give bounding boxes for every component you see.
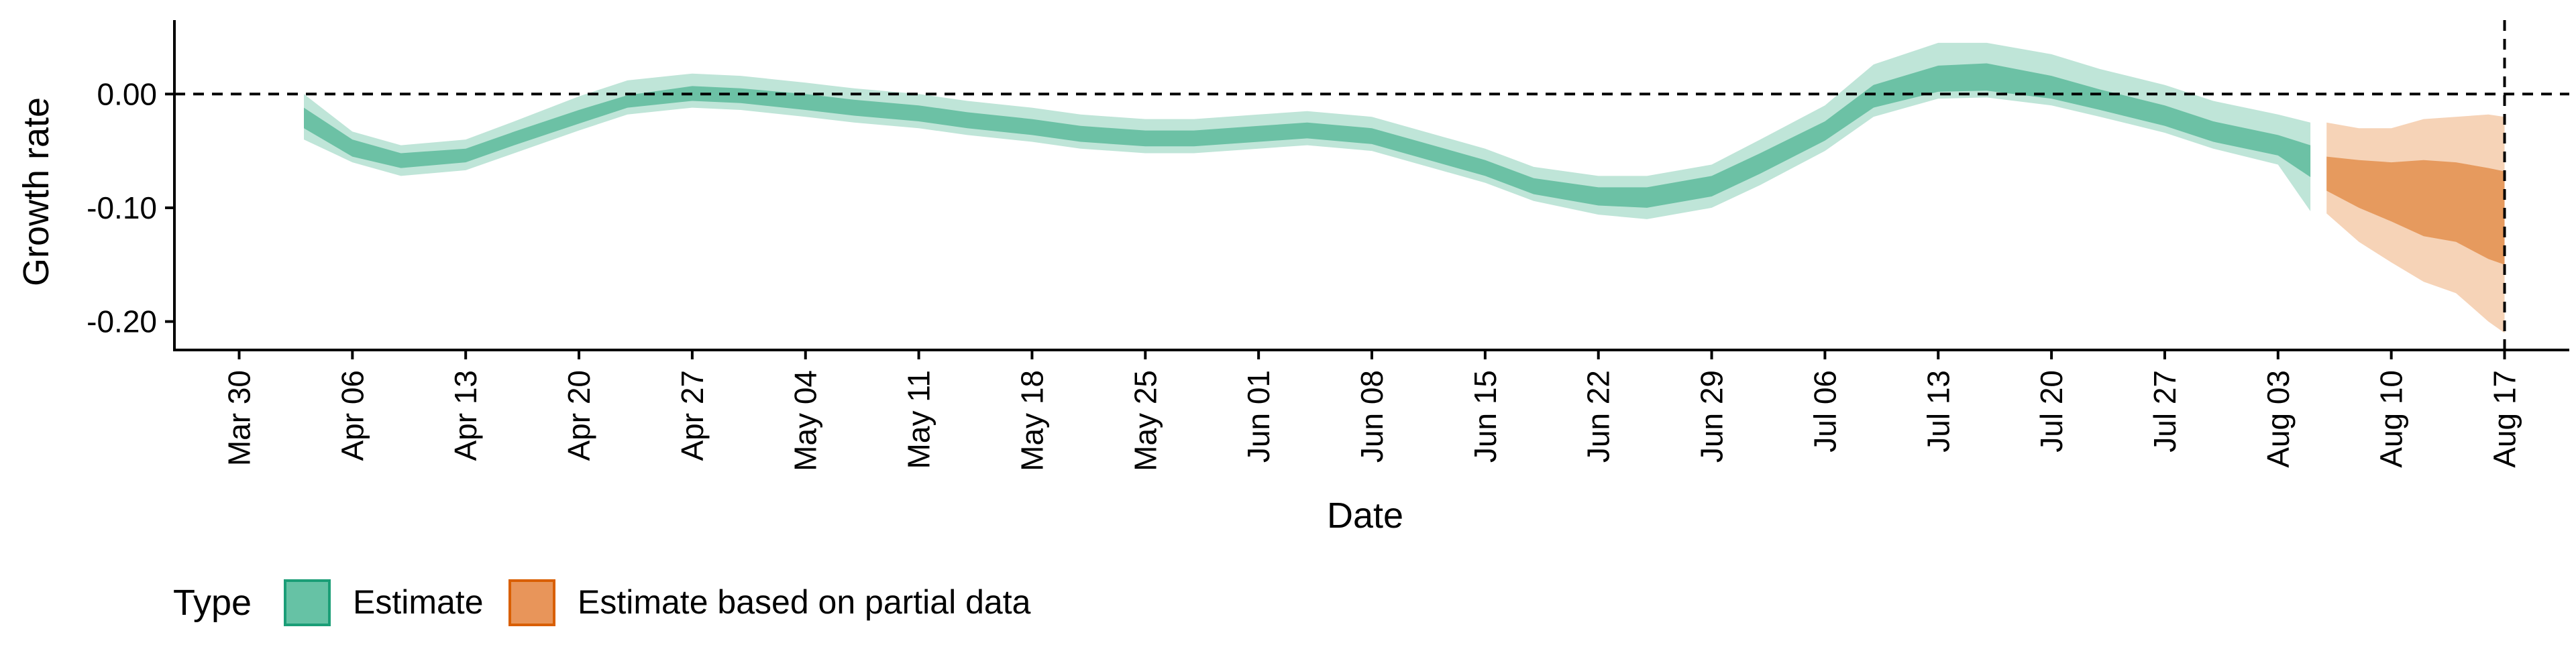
x-tick-label: Apr 13 — [448, 370, 483, 461]
x-tick-label: Apr 27 — [675, 370, 710, 461]
x-tick-label: Jul 20 — [2034, 370, 2069, 453]
x-tick-label: May 11 — [902, 370, 936, 469]
y-tick-label: -0.20 — [87, 304, 157, 339]
x-tick-label: Aug 10 — [2374, 370, 2409, 468]
y-axis-title: Growth rate — [16, 97, 56, 286]
x-tick-label: Jun 22 — [1581, 370, 1616, 463]
y-tick-label: -0.10 — [87, 190, 157, 225]
x-tick-label: Apr 20 — [561, 370, 596, 461]
series-1-inner-band — [2326, 156, 2505, 265]
x-tick-label: Jul 27 — [2147, 370, 2182, 453]
x-tick-label: Mar 30 — [221, 370, 256, 466]
x-tick-label: Aug 17 — [2487, 370, 2522, 468]
x-tick-label: Aug 03 — [2261, 370, 2296, 468]
x-axis-title: Date — [1327, 495, 1403, 536]
legend-swatch-1 — [284, 579, 331, 626]
legend-label-1: Estimate — [353, 583, 484, 621]
reference-lines-layer — [174, 20, 2569, 350]
legend-label-2: Estimate based on partial data — [578, 583, 1031, 621]
x-tick-label: Jun 08 — [1354, 370, 1389, 463]
y-tick-label: 0.00 — [97, 76, 157, 111]
x-tick-label: May 04 — [788, 370, 823, 471]
legend-swatch-2 — [508, 579, 555, 626]
legend-layer: Type Estimate Estimate based on partial da… — [173, 579, 1031, 626]
x-tick-label: Jun 01 — [1241, 370, 1276, 463]
x-tick-label: Jul 06 — [1807, 370, 1842, 453]
x-tick-label: Jun 15 — [1468, 370, 1503, 463]
x-tick-label: Jul 13 — [1921, 370, 1955, 453]
axes-layer: 0.00 -0.10 -0.20 Mar 30 Apr 06 Apr 13 Apr 20 Ap… — [16, 20, 2569, 536]
legend-title: Type — [173, 583, 252, 623]
bands-layer — [304, 42, 2505, 333]
x-tick-label: May 25 — [1128, 370, 1163, 471]
x-tick-label: Jun 29 — [1695, 370, 1729, 463]
series-0-inner-band — [304, 63, 2311, 208]
x-tick-label: Apr 06 — [335, 370, 370, 461]
x-tick-label: May 18 — [1014, 370, 1049, 471]
